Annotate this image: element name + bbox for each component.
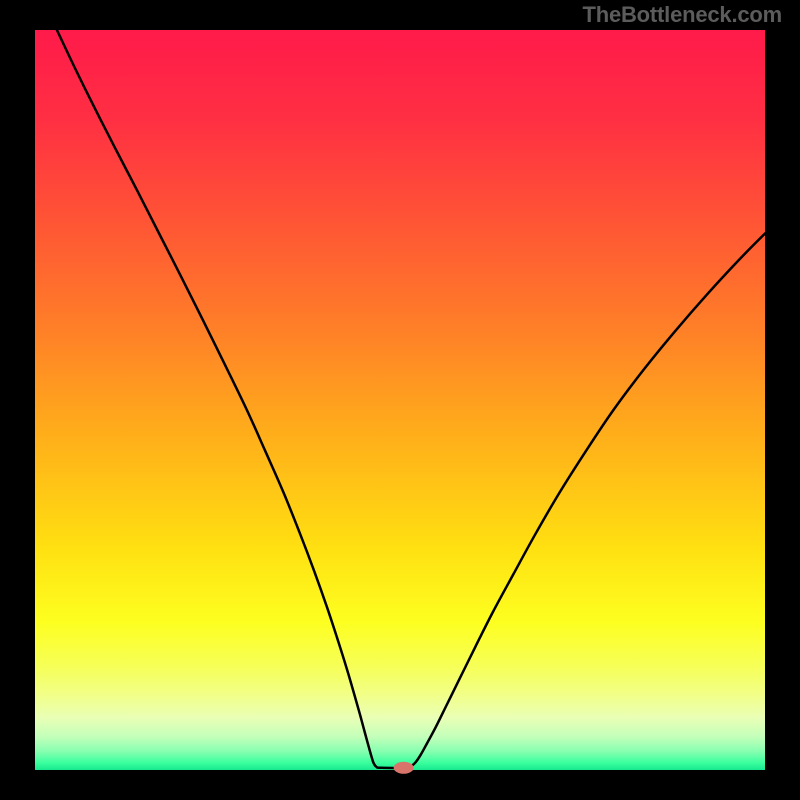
minimum-marker: [394, 762, 414, 774]
bottleneck-chart: [0, 0, 800, 800]
watermark-text: TheBottleneck.com: [582, 2, 782, 28]
gradient-background: [35, 30, 765, 770]
